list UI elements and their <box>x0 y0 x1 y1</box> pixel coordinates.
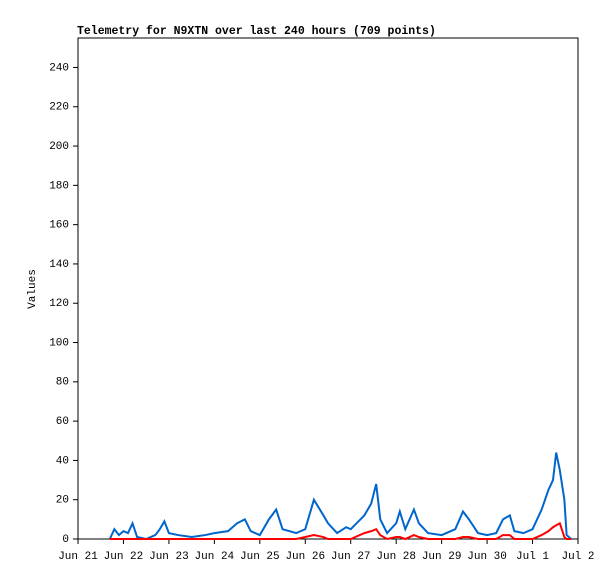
y-tick-label: 240 <box>49 62 69 74</box>
x-tick-label: Jun 25 <box>240 551 280 563</box>
y-tick-label: 220 <box>49 102 69 114</box>
y-tick-label: 60 <box>56 416 69 428</box>
x-tick-label: Jul 1 <box>516 551 549 563</box>
chart-title: Telemetry for N9XTN over last 240 hours … <box>77 25 436 38</box>
data-line <box>109 521 572 541</box>
x-tick-label: Jun 22 <box>104 551 144 563</box>
x-tick-label: Jun 29 <box>422 551 462 563</box>
y-tick-label: 140 <box>49 259 69 271</box>
x-tick-label: Jun 27 <box>331 551 371 563</box>
x-tick-label: Jun 30 <box>467 551 507 563</box>
x-tick-label: Jun 28 <box>376 551 416 563</box>
y-tick-label: 0 <box>62 534 69 546</box>
y-tick-label: 80 <box>56 377 69 389</box>
y-tick-label: 160 <box>49 220 69 232</box>
x-tick-label: Jun 24 <box>195 551 235 563</box>
y-tick-label: 100 <box>49 337 69 349</box>
y-tick-label: 40 <box>56 455 69 467</box>
y-tick-label: 120 <box>49 298 69 310</box>
y-tick-label: 180 <box>49 180 69 192</box>
plot-frame <box>77 37 579 540</box>
x-tick-label: Jun 26 <box>285 551 325 563</box>
y-tick-label: 200 <box>49 141 69 153</box>
x-tick-label: Jun 21 <box>58 551 98 563</box>
x-tick-label: Jul 2 <box>561 551 594 563</box>
x-tick-label: Jun 23 <box>149 551 189 563</box>
data-line <box>108 452 572 541</box>
y-axis-label: Values <box>27 269 39 309</box>
y-tick-label: 20 <box>56 495 69 507</box>
